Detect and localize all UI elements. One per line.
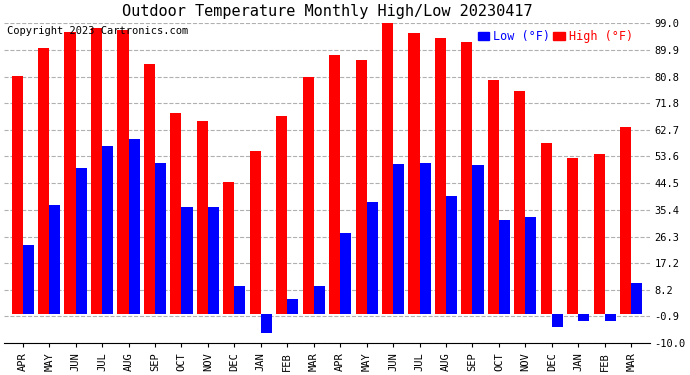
Bar — [488, 80, 499, 314]
Bar — [208, 207, 219, 314]
Bar — [102, 146, 113, 314]
Bar — [541, 144, 552, 314]
Bar — [276, 116, 287, 314]
Bar — [235, 286, 246, 314]
Bar — [49, 205, 60, 314]
Bar — [340, 233, 351, 314]
Title: Outdoor Temperature Monthly High/Low 20230417: Outdoor Temperature Monthly High/Low 202… — [121, 4, 532, 19]
Bar — [155, 162, 166, 314]
Bar — [250, 151, 261, 314]
Bar — [181, 207, 193, 314]
Bar — [329, 56, 340, 314]
Bar — [567, 158, 578, 314]
Bar — [631, 283, 642, 314]
Bar — [224, 182, 235, 314]
Legend: Low (°F), High (°F): Low (°F), High (°F) — [476, 29, 634, 44]
Bar — [435, 38, 446, 314]
Bar — [462, 42, 473, 314]
Bar — [593, 154, 604, 314]
Bar — [261, 314, 272, 333]
Bar — [473, 165, 484, 314]
Bar — [287, 299, 298, 314]
Bar — [525, 217, 537, 314]
Bar — [12, 76, 23, 314]
Bar — [144, 64, 155, 314]
Bar — [314, 286, 325, 314]
Bar — [393, 164, 404, 314]
Bar — [552, 314, 563, 327]
Bar — [117, 30, 128, 314]
Bar — [303, 77, 314, 314]
Bar — [514, 91, 525, 314]
Bar — [420, 162, 431, 314]
Bar — [382, 22, 393, 314]
Bar — [91, 27, 102, 314]
Bar — [64, 32, 76, 314]
Bar — [499, 220, 510, 314]
Bar — [408, 33, 420, 314]
Bar — [604, 314, 616, 321]
Bar — [578, 314, 589, 321]
Bar — [620, 128, 631, 314]
Bar — [23, 245, 34, 314]
Text: Copyright 2023 Cartronics.com: Copyright 2023 Cartronics.com — [8, 26, 188, 36]
Bar — [38, 48, 49, 314]
Bar — [366, 202, 377, 314]
Bar — [128, 139, 139, 314]
Bar — [355, 60, 366, 314]
Bar — [446, 196, 457, 314]
Bar — [76, 168, 87, 314]
Bar — [197, 122, 208, 314]
Bar — [170, 112, 181, 314]
